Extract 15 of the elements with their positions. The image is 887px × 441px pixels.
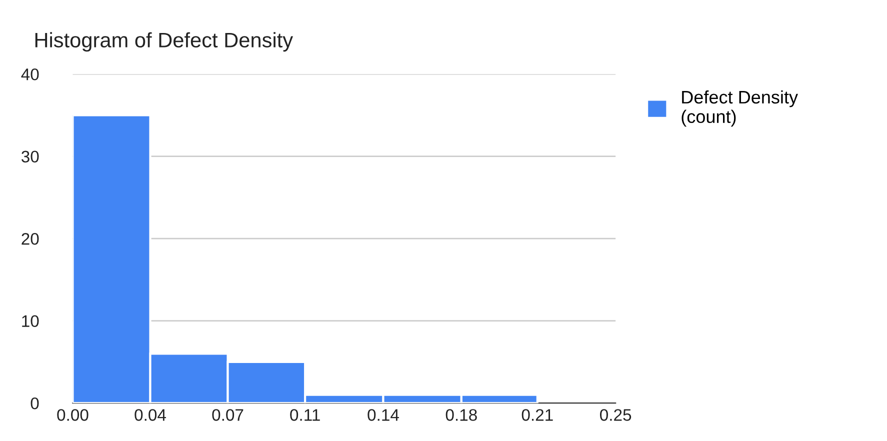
chart-title: Histogram of Defect Density [35,32,294,52]
x-tick-label: 0.00 [57,409,88,421]
y-tick-label: 0 [30,397,39,410]
x-tick-label: 0.25 [600,409,632,421]
y-tick-label: 10 [22,315,39,328]
legend-label: Defect Density (count) [682,90,798,127]
y-tick-label: 20 [22,232,39,245]
x-tick-label: 0.21 [522,409,553,421]
x-tick-label: 0.07 [212,409,244,421]
x-tick-label: 0.04 [134,409,166,421]
x-tick-label: 0.11 [290,409,320,421]
x-tick-label: 0.14 [368,409,399,421]
x-tick-label: 0.18 [446,409,477,421]
y-tick-label: 30 [22,150,39,163]
y-tick-label: 40 [21,68,39,80]
